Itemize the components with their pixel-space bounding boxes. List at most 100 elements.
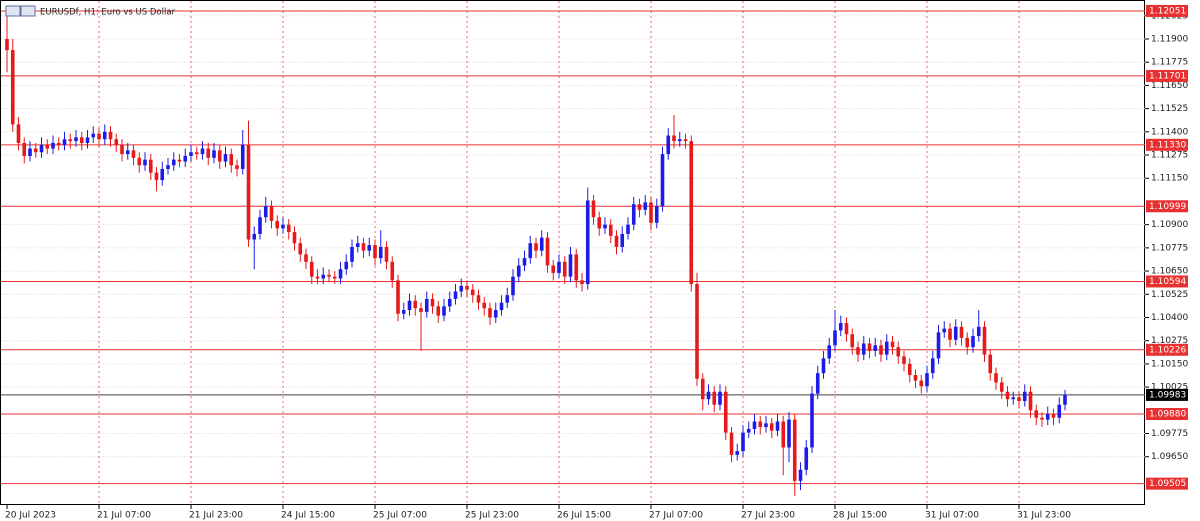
candle-body [879,345,883,355]
x-tick-label: 25 Jul 23:00 [465,511,519,521]
candle-body [723,391,728,433]
candle-body [160,168,165,181]
candle-body [315,276,320,279]
candle-body [1028,391,1033,411]
candle-body [861,343,866,355]
candle-body [758,421,763,428]
candle-body [5,38,9,51]
level-label: 1.09505 [1149,479,1186,489]
candle-body [79,137,84,143]
candle-body [361,243,366,251]
candle-body [413,300,418,309]
level-label: 1.11701 [1149,71,1186,81]
candle-body [976,326,981,337]
candle-body [51,142,55,149]
y-tick-label: 1.09650 [1151,452,1188,462]
candle-body [258,217,262,234]
candle-body [580,280,584,285]
y-tick-label: 1.11650 [1151,81,1188,91]
candle-body [585,200,590,285]
candle-body [649,202,653,223]
candle-body [1017,397,1021,402]
candle-body [212,150,216,158]
candle-body [953,326,958,340]
x-tick-label: 25 Jul 07:00 [373,511,427,521]
candle-body [942,328,947,333]
y-tick-label: 1.11900 [1151,34,1188,44]
candle-body [677,139,682,142]
candle-body [114,139,119,145]
candle-body [275,220,280,229]
candle-body [309,261,314,277]
candle-body [994,373,998,383]
candle-body [436,306,441,316]
candle-body [367,245,372,251]
candle-body [557,261,561,273]
title-group: EURUSDf, H1: Euro vs US Dollar [5,5,176,18]
candle-body [252,233,257,240]
candle-body [332,276,337,279]
axes: 1.120251.119001.117751.116501.115251.114… [5,4,1188,521]
candle-body [45,144,50,149]
candle-body [988,354,993,374]
candle-body [792,419,797,481]
y-tick-label: 1.10400 [1151,313,1188,323]
candle-body [534,243,538,251]
candle-body [327,274,331,277]
candle-body [511,276,515,296]
candle-body [120,144,124,155]
candle-body [695,284,699,379]
level-label: 1.12051 [1149,6,1186,16]
x-tick-label: 21 Jul 23:00 [189,511,243,521]
candle-body [591,200,596,218]
candle-body [999,382,1004,392]
candle-body [568,254,573,277]
candle-body [948,328,952,340]
y-tick-label: 1.10650 [1151,267,1188,277]
candle-body [620,233,625,247]
x-tick-label: 20 Jul 2023 [5,511,56,521]
candle-body [33,148,38,153]
candle-body [470,289,475,296]
candle-body [424,298,429,312]
x-tick-label: 24 Jul 15:00 [281,511,335,521]
candle-body [286,224,291,233]
candle-body [672,135,676,142]
candle-body [453,291,458,299]
candle-body [137,157,142,166]
candle-body [263,206,268,218]
candle-body [62,139,67,145]
y-tick-label: 1.10775 [1151,243,1188,253]
candle-body [1040,417,1044,420]
candle-body [493,310,498,318]
candle-body [240,144,245,169]
y-tick-label: 1.11275 [1151,151,1188,161]
level-label-box [1146,4,1188,17]
candle-body [1034,410,1039,418]
candle-body [298,243,303,255]
y-tick-label: 1.11150 [1151,174,1188,184]
candle-body [154,172,159,181]
candle-body [28,148,32,156]
candle-body [206,148,211,158]
candle-body [660,154,665,207]
candle-body [683,139,688,142]
candle-body [729,432,734,455]
candle-body [700,378,705,400]
candle-body [804,447,809,470]
y-tick-label: 1.11775 [1151,58,1188,68]
candle-body [171,159,176,166]
candle-body [562,261,567,277]
x-tick-label: 31 Jul 07:00 [925,511,979,521]
candle-body [430,298,435,307]
candle-body [528,243,533,259]
candle-body [965,337,970,348]
candle-body [194,152,199,155]
candle-body [982,326,987,355]
candle-body [890,341,895,348]
candle-body [666,135,671,155]
level-label-box [1146,408,1188,421]
candle-body [539,237,544,251]
candle-body [735,451,740,455]
candle-body [459,285,464,292]
